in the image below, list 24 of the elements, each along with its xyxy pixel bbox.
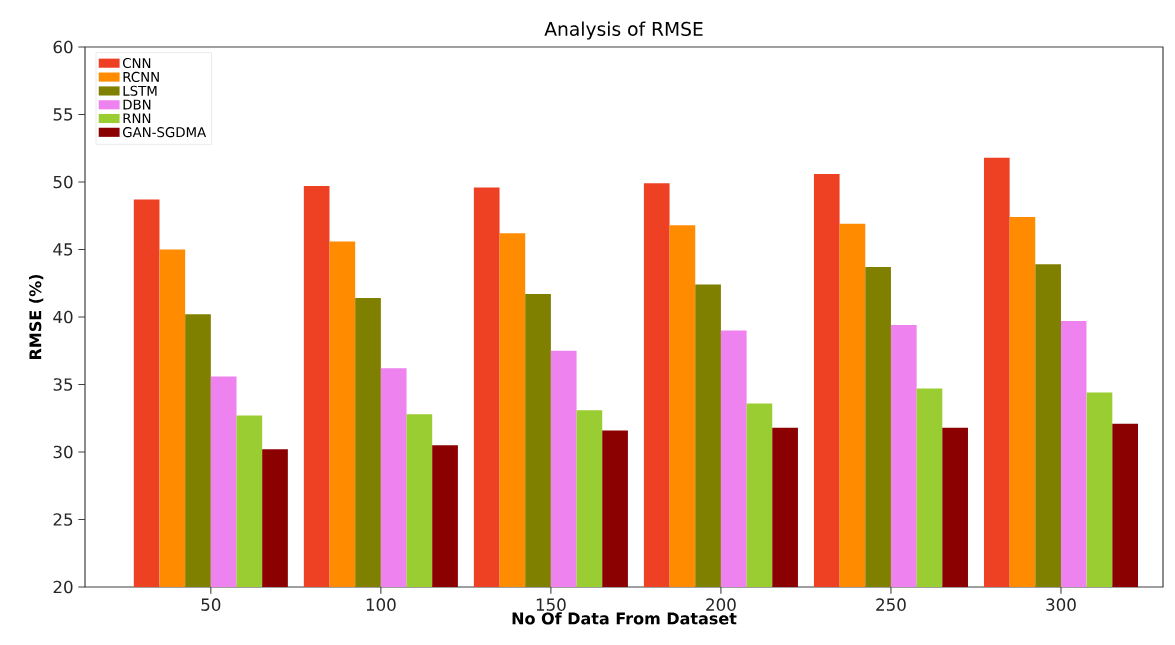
x-tick-label: 300 bbox=[1046, 598, 1076, 611]
y-tick-label: 25 bbox=[53, 513, 73, 526]
legend-label: LSTM bbox=[123, 85, 157, 96]
y-tick-label: 60 bbox=[53, 40, 73, 54]
x-tick-label: 50 bbox=[201, 598, 221, 611]
legend-label: DBN bbox=[123, 99, 151, 110]
y-axis-title: RMSE (%) bbox=[29, 274, 44, 359]
y-tick-label: 40 bbox=[53, 310, 73, 324]
chart-title: Analysis of RMSE bbox=[544, 21, 703, 40]
x-tick-label: 200 bbox=[706, 598, 736, 611]
x-tick-label: 150 bbox=[536, 598, 566, 611]
y-tick-label: 30 bbox=[53, 445, 73, 459]
x-tick-label: 100 bbox=[366, 598, 396, 611]
y-tick-label: 45 bbox=[53, 243, 73, 256]
legend-label: RCNN bbox=[123, 71, 159, 82]
y-tick-label: 35 bbox=[53, 378, 73, 391]
legend-label: GAN-SGDMA bbox=[123, 127, 207, 138]
x-axis-title: No Of Data From Dataset bbox=[512, 612, 737, 625]
x-tick-label: 250 bbox=[876, 598, 906, 611]
y-tick-label: 55 bbox=[53, 108, 73, 121]
legend-label: RNN bbox=[123, 113, 151, 124]
legend-label: CNN bbox=[123, 57, 151, 69]
y-tick-label: 20 bbox=[53, 580, 73, 594]
y-tick-label: 50 bbox=[53, 175, 73, 189]
